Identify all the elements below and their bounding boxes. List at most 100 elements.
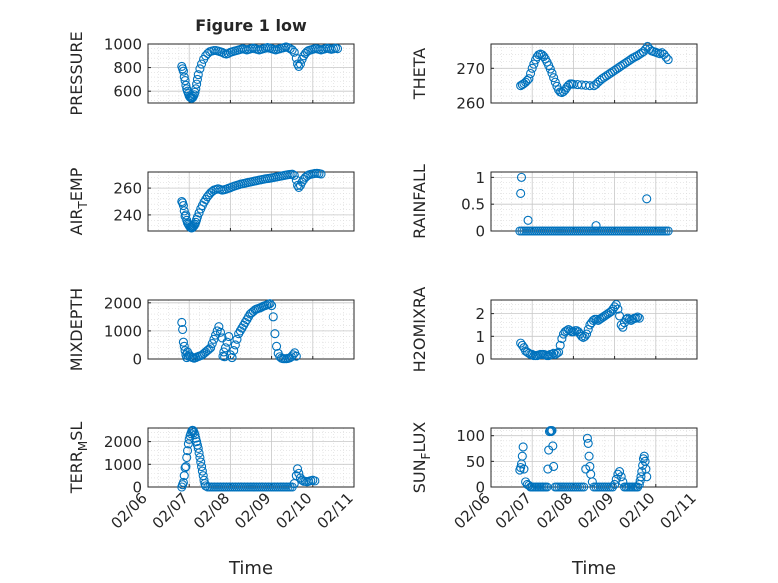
data-point <box>265 299 275 309</box>
data-point <box>526 68 536 79</box>
subplot-mixdepth: 0 1000 2000 MIXDEPTH <box>67 288 355 371</box>
data-point <box>524 74 534 84</box>
y-tick-label: 2 <box>475 305 485 323</box>
data-point <box>584 451 594 461</box>
data-point <box>614 467 625 477</box>
data-point <box>552 348 562 358</box>
y-tick-label: 260 <box>113 180 142 198</box>
y-tick-label: 2000 <box>104 433 142 451</box>
data-point <box>180 463 190 473</box>
x-axis-label-right: Time <box>571 558 616 579</box>
data-point <box>636 472 646 482</box>
data-point <box>616 472 626 482</box>
data-point <box>195 452 205 463</box>
data-point <box>578 332 588 342</box>
data-point <box>618 322 628 332</box>
y-tick-label: 1000 <box>104 322 142 340</box>
data-point <box>183 446 193 456</box>
data-point <box>634 313 644 323</box>
data-point <box>195 64 205 74</box>
data-point <box>529 59 539 69</box>
data-series <box>177 425 320 492</box>
y-axis-label: AIRTEMP <box>67 167 90 235</box>
data-series <box>177 299 301 364</box>
data-point <box>197 466 207 476</box>
data-point <box>310 476 320 486</box>
data-point <box>193 443 203 453</box>
data-point <box>591 314 602 324</box>
data-point <box>178 337 188 347</box>
data-point <box>577 331 587 341</box>
y-tick-label: 0 <box>475 351 485 369</box>
data-point <box>519 464 529 474</box>
data-point <box>270 329 280 339</box>
data-point <box>197 59 207 69</box>
data-series <box>515 426 652 492</box>
data-point <box>214 322 224 332</box>
data-point <box>192 212 202 222</box>
data-point <box>543 464 553 474</box>
data-point <box>178 477 188 488</box>
data-point <box>222 337 232 347</box>
data-point <box>181 80 191 90</box>
data-point <box>316 169 326 179</box>
axes-box <box>147 171 355 232</box>
y-axis-label: TERRMSL <box>67 422 90 495</box>
data-point <box>633 482 643 492</box>
y-axis-label: RAINFALL <box>410 164 429 239</box>
data-point <box>547 426 557 436</box>
data-point <box>192 79 202 89</box>
data-point <box>191 433 201 443</box>
data-point <box>232 334 242 344</box>
data-point <box>202 346 212 356</box>
data-point <box>585 320 595 330</box>
y-tick-label: 270 <box>456 60 485 78</box>
data-point <box>201 194 211 205</box>
data-point <box>291 351 301 361</box>
data-point <box>267 301 277 311</box>
data-point <box>192 437 202 447</box>
data-point <box>607 482 618 492</box>
data-point <box>227 353 237 363</box>
data-point <box>178 200 188 211</box>
data-point <box>190 87 200 97</box>
data-point <box>177 317 187 328</box>
data-series <box>177 168 326 233</box>
data-point <box>554 85 564 95</box>
data-point <box>523 215 533 225</box>
data-point <box>573 327 583 337</box>
y-tick-label: 240 <box>113 206 142 224</box>
data-point <box>642 472 652 482</box>
data-point <box>579 482 589 492</box>
data-series <box>516 41 673 98</box>
data-point <box>178 66 188 76</box>
subplot-air-temp: 240 260 AIRTEMP <box>67 167 355 235</box>
data-point <box>289 47 299 57</box>
data-point <box>179 72 189 82</box>
data-point <box>585 81 595 91</box>
data-point <box>196 457 206 467</box>
y-tick-label: 800 <box>113 59 142 77</box>
data-series <box>177 42 343 103</box>
data-point <box>229 346 239 356</box>
subplot-theta: 260 270 THETA <box>410 41 698 113</box>
y-axis-label: SUNFLUX <box>410 422 433 494</box>
y-axis-label: THETA <box>410 48 429 100</box>
data-point <box>549 73 559 83</box>
data-point <box>583 438 593 448</box>
y-tick-label: 1 <box>475 328 485 346</box>
y-tick-label: 0.5 <box>461 196 485 214</box>
data-point <box>631 313 641 323</box>
subplot-pressure: 600 800 1000 PRESSURE <box>67 31 355 116</box>
data-point <box>197 462 207 472</box>
y-tick-label: 100 <box>456 427 485 445</box>
data-point <box>268 312 278 322</box>
data-point <box>192 74 202 84</box>
data-point <box>287 45 297 55</box>
data-point <box>182 452 192 463</box>
data-point <box>207 338 217 349</box>
data-point <box>271 341 282 351</box>
data-point <box>575 329 585 339</box>
data-point <box>178 324 188 335</box>
